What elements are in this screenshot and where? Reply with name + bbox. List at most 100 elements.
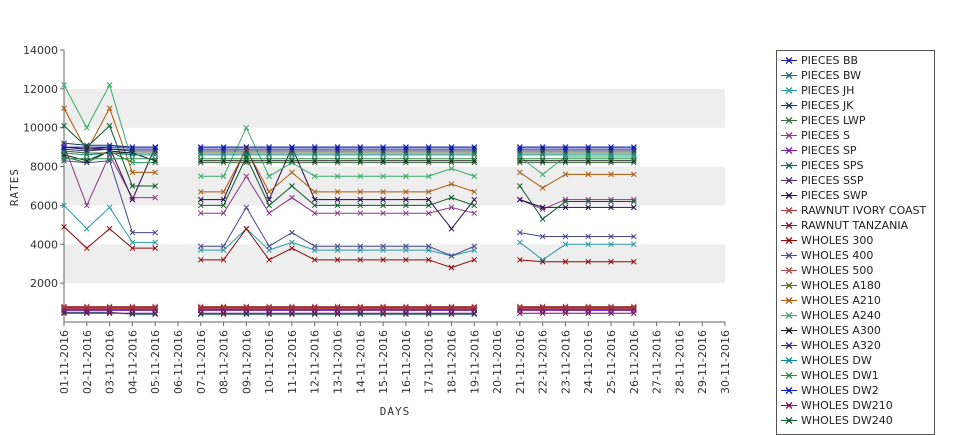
data-point — [425, 210, 432, 217]
legend-label: WHOLES 300 — [801, 234, 874, 247]
data-point — [334, 305, 341, 312]
data-point — [289, 311, 295, 318]
data-point — [517, 304, 523, 311]
data-point — [448, 225, 455, 232]
data-point — [61, 150, 67, 156]
data-point — [471, 157, 478, 164]
data-point — [608, 196, 614, 203]
data-point — [471, 173, 478, 180]
data-point — [129, 245, 136, 252]
legend-marker-icon — [781, 282, 797, 289]
data-point — [152, 155, 159, 162]
data-point — [471, 202, 478, 209]
data-point — [425, 202, 432, 209]
data-point — [425, 256, 432, 263]
x-tick-label: 25-11-2016 — [605, 330, 618, 394]
data-point — [266, 310, 272, 317]
data-point — [403, 155, 409, 162]
data-point — [106, 155, 113, 162]
y-tick-label: 8000 — [30, 161, 58, 174]
legend-marker-icon — [781, 402, 797, 409]
legend-label: PIECES JH — [801, 84, 855, 97]
data-point — [517, 310, 523, 317]
data-point — [539, 150, 546, 156]
data-point — [539, 233, 546, 240]
data-point — [197, 311, 204, 318]
series-line-5 — [519, 199, 634, 210]
series-line-9 — [519, 199, 634, 208]
data-point — [106, 204, 113, 211]
data-point — [61, 82, 67, 88]
data-point — [608, 304, 614, 311]
data-point — [106, 144, 113, 150]
legend-label: PIECES SWP — [801, 189, 868, 202]
data-point — [517, 157, 523, 164]
data-point — [83, 245, 90, 252]
data-point — [106, 303, 113, 310]
data-point — [152, 305, 159, 312]
data-point — [152, 144, 159, 150]
data-point — [152, 169, 159, 176]
data-point — [334, 310, 341, 317]
x-axis-title: DAYS — [380, 405, 411, 418]
legend-label: WHOLES DW1 — [801, 369, 879, 382]
data-point — [334, 303, 341, 310]
legend-label: WHOLES A320 — [801, 339, 881, 352]
data-point — [425, 304, 432, 311]
data-point — [517, 256, 523, 263]
data-point — [83, 303, 90, 310]
x-tick-label: 16-11-2016 — [400, 330, 413, 394]
data-point — [197, 188, 204, 195]
data-point — [334, 196, 341, 203]
data-point — [585, 144, 592, 150]
data-point — [539, 303, 546, 310]
data-point — [197, 243, 204, 250]
data-point — [630, 157, 637, 164]
data-point — [334, 202, 341, 209]
data-point — [380, 303, 386, 310]
data-point — [197, 256, 204, 263]
legend-label: RAWNUT TANZANIA — [801, 219, 909, 232]
data-point — [129, 194, 136, 201]
data-point — [83, 305, 90, 312]
data-point — [289, 169, 295, 176]
data-point — [380, 243, 386, 250]
y-axis: 2000 4000 6000 8000 10000 12000 14000 — [23, 44, 65, 322]
x-tick-label: 02-11-2016 — [81, 330, 94, 394]
data-point — [517, 239, 523, 246]
data-point — [289, 239, 295, 246]
legend-marker-icon — [781, 417, 797, 424]
data-point — [471, 155, 478, 162]
data-point — [403, 310, 409, 317]
data-point — [630, 258, 637, 265]
data-point — [562, 310, 569, 317]
grid-band-1 — [64, 244, 725, 284]
data-point — [562, 155, 569, 162]
data-point — [562, 304, 569, 311]
data-point — [152, 229, 159, 236]
data-point — [289, 229, 295, 236]
data-point — [403, 305, 409, 312]
data-point — [152, 310, 159, 317]
data-point — [403, 210, 409, 217]
legend-marker-icon — [781, 297, 797, 304]
data-point — [380, 196, 386, 203]
data-point — [266, 157, 272, 164]
x-tick-label: 24-11-2016 — [582, 330, 595, 394]
x-tick-label: 06-11-2016 — [172, 330, 185, 394]
data-point — [220, 243, 227, 250]
data-point — [539, 144, 546, 150]
data-point — [197, 144, 204, 150]
data-point — [403, 150, 409, 156]
data-point — [243, 144, 250, 150]
x-tick-label: 17-11-2016 — [423, 330, 436, 394]
data-point — [539, 258, 546, 265]
data-point — [630, 303, 637, 310]
data-point — [266, 305, 272, 312]
data-point — [630, 198, 637, 205]
grid-bands — [64, 88, 725, 284]
data-point — [266, 202, 272, 209]
data-point — [289, 305, 295, 312]
data-point — [311, 144, 318, 150]
data-point — [425, 155, 432, 162]
